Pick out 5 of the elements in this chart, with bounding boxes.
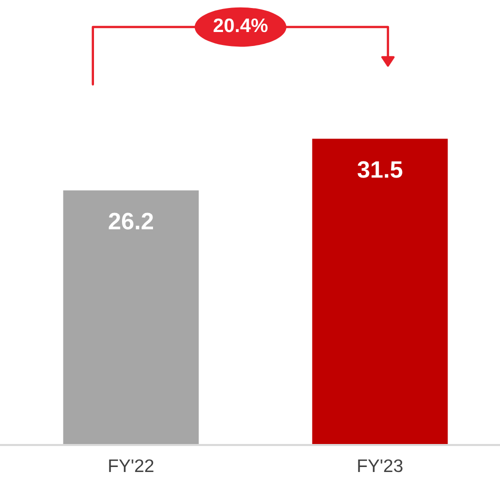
x-tick-label: FY'23 [358,459,402,472]
x-tick-label: FY'22 [109,459,154,472]
text: 20.4% [214,18,268,32]
data-label: 31.5 [358,161,402,178]
data-label: 26.2 [108,212,154,230]
